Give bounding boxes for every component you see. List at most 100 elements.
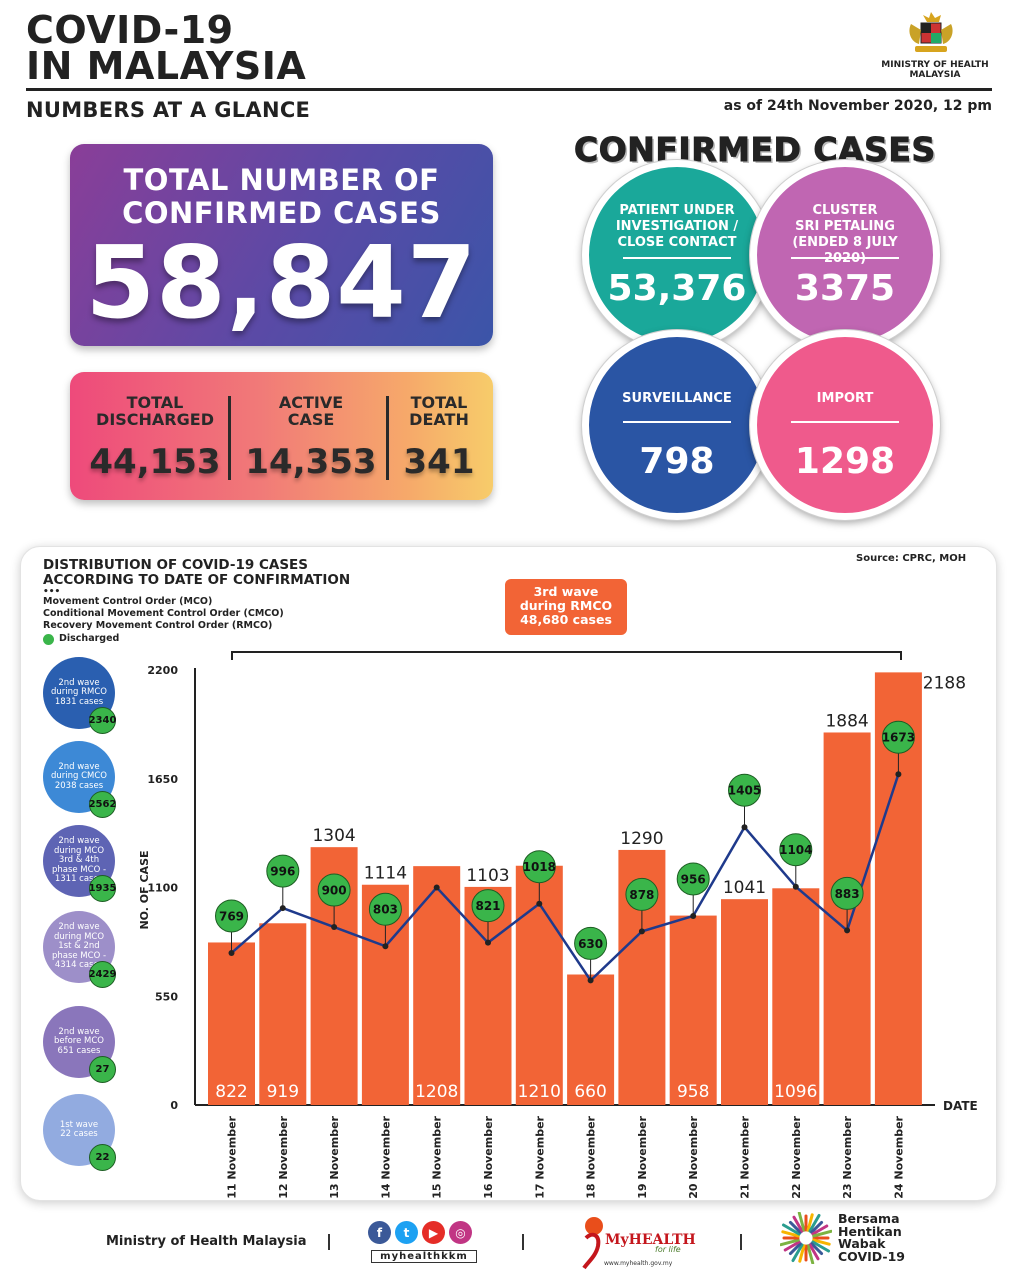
facebook-icon[interactable]: f [368,1221,391,1244]
wave-circle-line: during CMCO [50,771,108,782]
wave-circle-line: 2nd wave [58,677,100,688]
discharged-marker [830,876,864,910]
slogan-line: COVID-19 [838,1248,905,1264]
x-axis-label: DATE [943,1099,978,1113]
wave-box-line-1: 3rd wave [533,584,599,599]
twitter-icon[interactable]: t [395,1221,418,1244]
legend-dots: ••• [43,587,61,597]
burst-ray [808,1243,820,1261]
chart-source: Source: CPRC, MOH [856,553,967,564]
third-wave-bracket [231,651,902,660]
wave-discharged-dot: 2429 [89,961,116,988]
slogan-line: Bersama [838,1211,900,1226]
chart-title-line-1: DISTRIBUTION OF COVID-19 CASES [43,557,308,573]
wave-circle-line: 2nd wave [58,922,100,933]
burst-ray [811,1240,831,1253]
burst-ray [792,1215,804,1233]
bubble-value: 1298 [794,441,896,482]
slogan-line: Hentikan [838,1223,902,1239]
bubble-value: 798 [639,441,715,482]
burst-ray [811,1224,829,1236]
discharged-value-label: 878 [629,888,654,902]
bubble-label: CLUSTER SRI PETALING (ENDED 8 JULY 2020) [771,203,919,267]
wave-circle-line: phase MCO - [51,950,107,961]
wave-circle-line: during MCO [53,845,105,856]
y-tick-label: 0 [170,1099,178,1112]
wave-box-line-2: during RMCO [519,598,613,613]
campaign-burst-logo [780,1212,832,1264]
title-line-1: COVID-19 [26,8,234,52]
bar [567,974,615,1105]
legend-rmco: Recovery Movement Control Order (RMCO) [43,620,273,631]
slogan-line: Wabak [838,1236,886,1251]
y-tick-label: 550 [155,990,178,1003]
x-tick-label: 24 November [892,1115,905,1198]
ministry-line-1: MINISTRY OF HEALTH [881,60,989,70]
case-stats-card: TOTAL DISCHARGED 44,153 ACTIVE CASE 14,3… [70,372,493,500]
stat-active: ACTIVE CASE 14,353 [235,394,387,482]
wave-circle-line: 4314 cases [54,960,104,971]
y-axis-label: NO. OF CASE [138,850,151,929]
total-confirmed-card: TOTAL NUMBER OF CONFIRMED CASES 58,847 [70,144,493,346]
bubble-surveillance: SURVEILLANCE 798 [582,330,772,520]
myhealth-title: MyHEALTH [605,1232,696,1248]
discharged-value-label: 883 [835,887,860,901]
myhealth-tagline: for life [655,1245,681,1254]
bar [772,888,820,1105]
bar [669,915,717,1105]
discharged-marker [574,926,608,960]
discharged-point [433,884,440,891]
burst-ray [788,1220,802,1234]
footer-separator [328,1234,330,1250]
discharged-value-label: 996 [270,865,295,879]
stat-label-line: TOTAL [410,393,468,412]
youtube-icon[interactable]: ▶ [422,1221,445,1244]
stat-divider [386,396,389,480]
discharged-value-label: 1673 [882,731,915,745]
stat-discharged: TOTAL DISCHARGED 44,153 [80,394,230,482]
social-handle: myhealthkkm [371,1250,477,1263]
burst-ray [781,1223,801,1236]
burst-ray [780,1238,800,1247]
discharged-marker [779,833,813,867]
stat-value: 341 [403,442,475,482]
discharged-value-label: 1405 [728,784,761,798]
discharged-value-label: 956 [681,872,706,886]
bubble-label: SURVEILLANCE [622,391,732,406]
bubble-divider [623,257,731,259]
wave-circle-line: during MCO [53,931,105,942]
stat-value: 44,153 [89,442,221,482]
bubble-label-line: PATIENT UNDER [619,203,735,218]
burst-ray [791,1243,804,1263]
title-line-2: IN MALAYSIA [26,44,307,88]
myhealth-logo [582,1217,603,1270]
bubble-label-line: CLUSTER [812,203,878,218]
instagram-icon[interactable]: ◎ [449,1221,472,1244]
bar-value-label: 919 [267,1082,299,1102]
x-tick-label: 20 November [687,1115,700,1198]
bar [259,923,307,1105]
discharged-marker [522,850,556,884]
burst-ray [806,1213,814,1232]
discharged-marker [368,892,402,926]
bar-value-label: 822 [215,1082,247,1102]
discharged-value-label: 803 [373,903,398,917]
wave-circle-line: before MCO [53,1036,105,1047]
bubble-divider [791,257,899,259]
wave-circle-line: during RMCO [51,687,107,698]
ministry-line-2: MALAYSIA [909,70,961,80]
wave-circle: 2nd wave during MCO 3rd & 4th phase MCO -13… [43,825,115,897]
bar-value-label: 1304 [312,826,355,846]
coat-of-arms-logo [909,12,953,52]
x-tick-label: 23 November [841,1115,854,1198]
discharged-value-label: 630 [578,937,603,951]
x-tick-label: 11 November [226,1115,239,1198]
bubble-value: 53,376 [607,268,747,309]
wave-circle-line: 2nd wave [58,1026,100,1037]
discharged-marker [266,854,300,888]
discharged-marker [317,873,351,907]
as-of-date: as of 24th November 2020, 12 pm [723,98,992,114]
wave-discharged-dot: 22 [89,1144,116,1171]
burst-ray [798,1244,806,1263]
discharged-marker [728,773,761,807]
